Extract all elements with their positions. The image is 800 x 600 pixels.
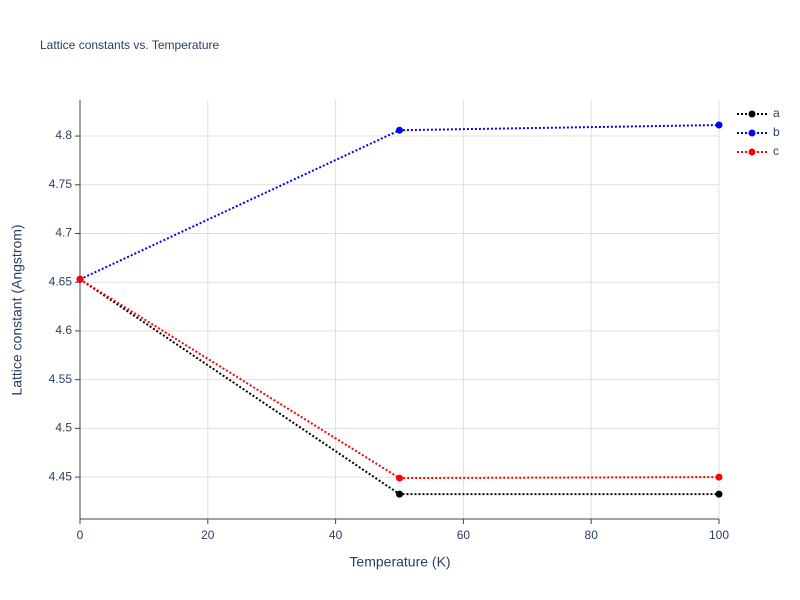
y-tick-label: 4.7 — [55, 226, 72, 240]
series-line — [79, 124, 720, 281]
data-point — [715, 473, 723, 481]
y-tick-label: 4.65 — [49, 274, 73, 288]
x-tick-label: 100 — [709, 528, 729, 542]
legend-label: c — [773, 144, 779, 158]
data-point — [715, 490, 723, 498]
x-tick-label: 0 — [77, 528, 84, 542]
y-axis-title: Lattice constant (Angstrom) — [9, 224, 25, 395]
y-tick-label: 4.55 — [49, 372, 73, 386]
data-point — [715, 121, 723, 129]
chart-title: Lattice constants vs. Temperature — [40, 38, 220, 52]
y-tick-label: 4.8 — [55, 128, 72, 142]
y-tick-label: 4.45 — [49, 469, 73, 483]
series-line — [79, 278, 719, 496]
y-tick-label: 4.75 — [49, 177, 73, 191]
y-tick-label: 4.6 — [55, 323, 72, 337]
x-tick-label: 20 — [201, 528, 215, 542]
x-tick-label: 80 — [585, 528, 599, 542]
x-axis-title: Temperature (K) — [349, 554, 450, 570]
legend-marker — [748, 129, 756, 137]
x-tick-label: 40 — [329, 528, 343, 542]
data-point — [76, 275, 84, 283]
data-point — [396, 474, 403, 482]
legend-marker — [748, 148, 756, 156]
data-point — [396, 126, 403, 134]
y-tick-label: 4.5 — [55, 421, 72, 435]
legend-label: b — [773, 125, 780, 139]
legend-label: a — [773, 106, 780, 120]
legend-marker — [748, 110, 756, 118]
data-point — [396, 490, 403, 498]
x-tick-label: 60 — [457, 528, 471, 542]
series-line — [79, 278, 720, 480]
